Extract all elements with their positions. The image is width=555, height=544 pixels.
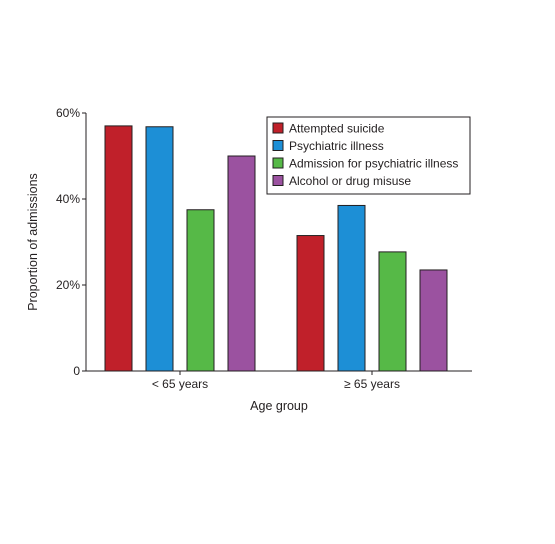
legend-swatch bbox=[272, 157, 284, 169]
legend-swatch bbox=[272, 140, 284, 151]
legend-label: Admission for psychiatric illness bbox=[289, 157, 458, 171]
x-tick-label: < 65 years bbox=[152, 377, 208, 391]
bar bbox=[104, 125, 133, 372]
bars-group bbox=[104, 125, 448, 372]
legend-label: Alcohol or drug misuse bbox=[289, 174, 411, 188]
y-tick-label: 0 bbox=[73, 364, 80, 378]
legend-swatch bbox=[272, 122, 284, 134]
legend-label: Attempted suicide bbox=[289, 122, 385, 136]
bar bbox=[419, 269, 448, 372]
bar bbox=[337, 204, 366, 372]
legend-label: Psychiatric illness bbox=[289, 139, 384, 153]
x-ticks-group: < 65 years ≥ 65 years bbox=[152, 371, 400, 391]
y-ticks-group: 0 20% 40% 60% bbox=[56, 106, 86, 378]
legend-box bbox=[266, 116, 471, 195]
y-tick-label: 40% bbox=[56, 192, 80, 206]
bar bbox=[145, 126, 174, 372]
x-axis-title: Age group bbox=[250, 399, 308, 413]
x-tick-label: ≥ 65 years bbox=[344, 377, 400, 391]
bar bbox=[378, 251, 407, 372]
bar bbox=[227, 155, 256, 372]
y-tick-label: 60% bbox=[56, 106, 80, 120]
bar bbox=[186, 209, 215, 372]
y-tick-label: 20% bbox=[56, 278, 80, 292]
bar bbox=[296, 235, 325, 372]
y-axis-title: Proportion of admissions bbox=[26, 173, 40, 311]
legend: Attempted suicide Psychiatric illness Admi… bbox=[266, 116, 471, 195]
legend-swatch bbox=[272, 175, 284, 186]
